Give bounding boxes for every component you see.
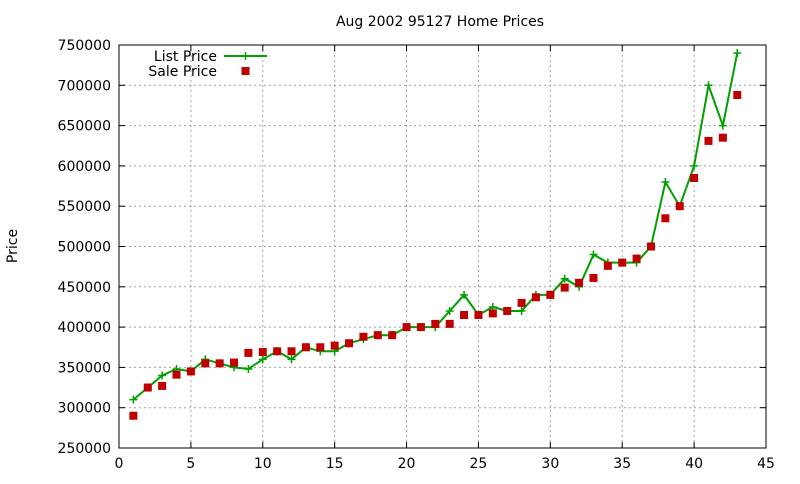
data-point-square: [632, 254, 641, 263]
data-point-square: [230, 358, 239, 367]
data-point-plus: [661, 178, 670, 187]
legend-label: List Price: [154, 49, 217, 65]
data-point-square: [345, 339, 354, 348]
x-tick-label: 10: [254, 456, 272, 472]
y-tick-label: 250000: [58, 441, 111, 457]
data-point-square: [244, 348, 253, 357]
data-point-square: [287, 347, 296, 356]
data-point-square: [316, 343, 325, 352]
y-tick-label: 500000: [58, 240, 111, 256]
data-point-square: [560, 283, 569, 292]
series-layer: [129, 49, 742, 420]
y-tick-label: 700000: [58, 78, 111, 94]
data-point-square: [143, 383, 152, 392]
data-point-square: [546, 290, 555, 299]
legend-plus-marker: [241, 52, 250, 60]
data-point-plus: [445, 306, 454, 315]
data-point-plus: [690, 161, 699, 170]
x-tick-label: 30: [541, 456, 559, 472]
data-point-square: [646, 242, 655, 251]
data-point-square: [460, 311, 469, 320]
data-point-square: [503, 306, 512, 315]
data-point-square: [373, 331, 382, 340]
data-point-square: [618, 258, 627, 267]
legend-label: Sale Price: [148, 64, 217, 80]
y-tick-label: 650000: [58, 119, 111, 135]
y-tick-label: 750000: [58, 38, 111, 54]
data-point-square: [416, 323, 425, 332]
data-point-square: [215, 359, 224, 368]
y-tick-label: 400000: [58, 320, 111, 336]
data-point-plus: [244, 365, 253, 374]
legend-square-marker: [241, 67, 250, 75]
data-point-square: [675, 202, 684, 211]
data-point-square: [704, 136, 713, 145]
data-point-square: [531, 293, 540, 302]
data-point-square: [359, 332, 368, 341]
x-tick-label: 40: [685, 456, 703, 472]
data-point-plus: [560, 274, 569, 283]
data-point-square: [488, 309, 497, 318]
data-point-plus: [287, 355, 296, 364]
data-point-square: [718, 133, 727, 142]
x-tick-label: 15: [326, 456, 344, 472]
y-axis-label: Price: [5, 229, 21, 263]
data-point-square: [445, 319, 454, 328]
data-point-plus: [158, 371, 167, 380]
x-tick-label: 35: [613, 456, 631, 472]
data-point-square: [186, 367, 195, 376]
series-list-price: [129, 49, 742, 404]
data-point-square: [330, 341, 339, 350]
data-point-square: [402, 323, 411, 332]
data-point-plus: [704, 81, 713, 90]
series-sale-price: [129, 90, 742, 420]
data-point-plus: [460, 290, 469, 299]
data-point-plus: [589, 250, 598, 259]
data-point-square: [388, 331, 397, 340]
data-point-plus: [258, 355, 267, 364]
x-tick-label: 0: [115, 456, 124, 472]
data-point-square: [575, 278, 584, 287]
data-point-square: [301, 343, 310, 352]
data-point-square: [733, 90, 742, 99]
y-tick-label: 300000: [58, 401, 111, 417]
data-point-square: [517, 298, 526, 307]
data-point-square: [661, 214, 670, 223]
data-point-square: [589, 273, 598, 282]
y-tick-label: 450000: [58, 280, 111, 296]
y-tick-label: 550000: [58, 199, 111, 215]
data-point-square: [273, 347, 282, 356]
x-tick-label: 25: [470, 456, 488, 472]
data-point-plus: [129, 395, 138, 404]
data-point-square: [431, 319, 440, 328]
chart-title: Aug 2002 95127 Home Prices: [336, 14, 544, 30]
x-tick-label: 5: [186, 456, 195, 472]
data-point-square: [258, 348, 267, 357]
data-point-square: [201, 359, 210, 368]
grid-lines: [119, 45, 766, 448]
series-line: [132, 52, 739, 401]
axes: 0 5 10 15 20 25 30 35 40 45 250000 300000 350000 4000…: [58, 38, 775, 472]
x-tick-label: 20: [398, 456, 416, 472]
data-point-square: [158, 381, 167, 390]
plot-frame: [118, 44, 767, 449]
data-point-plus: [733, 49, 742, 58]
data-point-square: [172, 370, 181, 379]
data-point-square: [474, 311, 483, 320]
data-point-square: [603, 261, 612, 270]
y-tick-label: 600000: [58, 159, 111, 175]
x-tick-label: 45: [757, 456, 775, 472]
y-tick-label: 350000: [58, 360, 111, 376]
data-point-plus: [517, 306, 526, 315]
data-point-square: [690, 173, 699, 182]
data-point-plus: [718, 121, 727, 130]
data-point-square: [129, 411, 138, 420]
